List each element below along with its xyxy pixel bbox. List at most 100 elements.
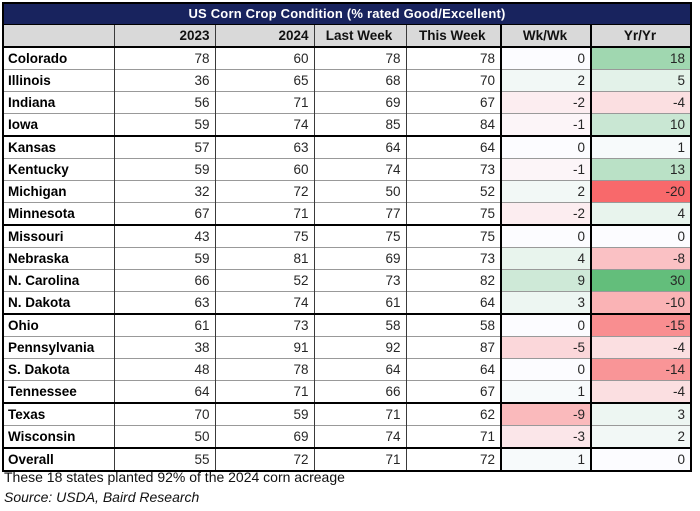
last-week-cell: 77 — [313, 202, 406, 225]
corn-condition-table: US Corn Crop Condition (% rated Good/Exc… — [2, 2, 692, 472]
yr-yr-cell: 13 — [590, 158, 690, 181]
header-wk-wk: Wk/Wk — [500, 24, 591, 48]
table-row: Iowa 59 74 85 84 -1 10 — [4, 113, 690, 136]
last-week-cell: 64 — [313, 358, 406, 381]
value-2024-cell: 72 — [214, 447, 314, 470]
value-2024-cell: 65 — [214, 69, 314, 92]
value-2024-cell: 60 — [214, 158, 314, 181]
table-row: Colorado 78 60 78 78 0 18 — [4, 47, 690, 70]
wk-wk-cell: -5 — [500, 336, 591, 359]
yr-yr-cell: 3 — [590, 402, 690, 426]
value-2024-cell: 75 — [214, 224, 314, 248]
header-row: 2023 2024 Last Week This Week Wk/Wk Yr/Y… — [4, 24, 690, 48]
state-cell: N. Carolina — [4, 269, 114, 292]
yr-yr-cell: -14 — [590, 358, 690, 381]
this-week-cell: 52 — [405, 180, 501, 203]
wk-wk-cell: 1 — [500, 447, 591, 470]
wk-wk-cell: 0 — [500, 358, 591, 381]
value-2023-cell: 64 — [113, 380, 215, 403]
yr-yr-cell: 10 — [590, 113, 690, 136]
state-cell: Michigan — [4, 180, 114, 203]
state-cell: Pennsylvania — [4, 336, 114, 359]
last-week-cell: 64 — [313, 135, 406, 159]
yr-yr-cell: 1 — [590, 135, 690, 159]
state-cell: Iowa — [4, 113, 114, 136]
value-2024-cell: 71 — [214, 91, 314, 114]
value-2024-cell: 81 — [214, 247, 314, 270]
wk-wk-cell: 4 — [500, 247, 591, 270]
data-table: 2023 2024 Last Week This Week Wk/Wk Yr/Y… — [4, 24, 690, 470]
header-state — [4, 24, 114, 48]
wk-wk-cell: 2 — [500, 69, 591, 92]
table-row: Minnesota 67 71 77 75 -2 4 — [4, 202, 690, 225]
wk-wk-cell: 0 — [500, 135, 591, 159]
last-week-cell: 71 — [313, 447, 406, 470]
value-2023-cell: 32 — [113, 180, 215, 203]
value-2024-cell: 72 — [214, 180, 314, 203]
yr-yr-cell: 30 — [590, 269, 690, 292]
value-2023-cell: 61 — [113, 313, 215, 337]
yr-yr-cell: 2 — [590, 425, 690, 448]
this-week-cell: 67 — [405, 91, 501, 114]
this-week-cell: 64 — [405, 135, 501, 159]
footnote: These 18 states planted 92% of the 2024 … — [4, 469, 345, 485]
wk-wk-cell: 9 — [500, 269, 591, 292]
state-cell: Nebraska — [4, 247, 114, 270]
table-row: Indiana 56 71 69 67 -2 -4 — [4, 91, 690, 114]
value-2024-cell: 91 — [214, 336, 314, 359]
last-week-cell: 71 — [313, 402, 406, 426]
this-week-cell: 78 — [405, 47, 501, 70]
this-week-cell: 71 — [405, 425, 501, 448]
value-2024-cell: 71 — [214, 380, 314, 403]
yr-yr-cell: -4 — [590, 91, 690, 114]
value-2023-cell: 67 — [113, 202, 215, 225]
state-cell: N. Dakota — [4, 291, 114, 314]
yr-yr-cell: 0 — [590, 224, 690, 248]
last-week-cell: 73 — [313, 269, 406, 292]
wk-wk-cell: -2 — [500, 202, 591, 225]
table-row: Tennessee 64 71 66 67 1 -4 — [4, 380, 690, 403]
yr-yr-cell: 5 — [590, 69, 690, 92]
this-week-cell: 62 — [405, 402, 501, 426]
last-week-cell: 68 — [313, 69, 406, 92]
yr-yr-cell: -4 — [590, 336, 690, 359]
last-week-cell: 61 — [313, 291, 406, 314]
value-2024-cell: 74 — [214, 113, 314, 136]
table-row: Missouri 43 75 75 75 0 0 — [4, 224, 690, 248]
wk-wk-cell: -1 — [500, 113, 591, 136]
wk-wk-cell: 0 — [500, 224, 591, 248]
value-2023-cell: 78 — [113, 47, 215, 70]
this-week-cell: 75 — [405, 202, 501, 225]
last-week-cell: 74 — [313, 158, 406, 181]
wk-wk-cell: 1 — [500, 380, 591, 403]
this-week-cell: 72 — [405, 447, 501, 470]
value-2024-cell: 74 — [214, 291, 314, 314]
value-2024-cell: 69 — [214, 425, 314, 448]
this-week-cell: 58 — [405, 313, 501, 337]
table-row: Pennsylvania 38 91 92 87 -5 -4 — [4, 336, 690, 359]
table-row: Ohio 61 73 58 58 0 -15 — [4, 313, 690, 337]
yr-yr-cell: -8 — [590, 247, 690, 270]
value-2024-cell: 73 — [214, 313, 314, 337]
last-week-cell: 69 — [313, 91, 406, 114]
state-cell: Kentucky — [4, 158, 114, 181]
this-week-cell: 70 — [405, 69, 501, 92]
last-week-cell: 69 — [313, 247, 406, 270]
yr-yr-cell: -15 — [590, 313, 690, 337]
wk-wk-cell: 0 — [500, 313, 591, 337]
this-week-cell: 73 — [405, 158, 501, 181]
this-week-cell: 75 — [405, 224, 501, 248]
header-this-week: This Week — [405, 24, 501, 48]
this-week-cell: 82 — [405, 269, 501, 292]
yr-yr-cell: 4 — [590, 202, 690, 225]
last-week-cell: 78 — [313, 47, 406, 70]
last-week-cell: 74 — [313, 425, 406, 448]
table-row: Overall 55 72 71 72 1 0 — [4, 447, 690, 470]
this-week-cell: 67 — [405, 380, 501, 403]
value-2023-cell: 55 — [113, 447, 215, 470]
last-week-cell: 50 — [313, 180, 406, 203]
this-week-cell: 73 — [405, 247, 501, 270]
state-cell: Ohio — [4, 313, 114, 337]
table-row: Illinois 36 65 68 70 2 5 — [4, 69, 690, 92]
